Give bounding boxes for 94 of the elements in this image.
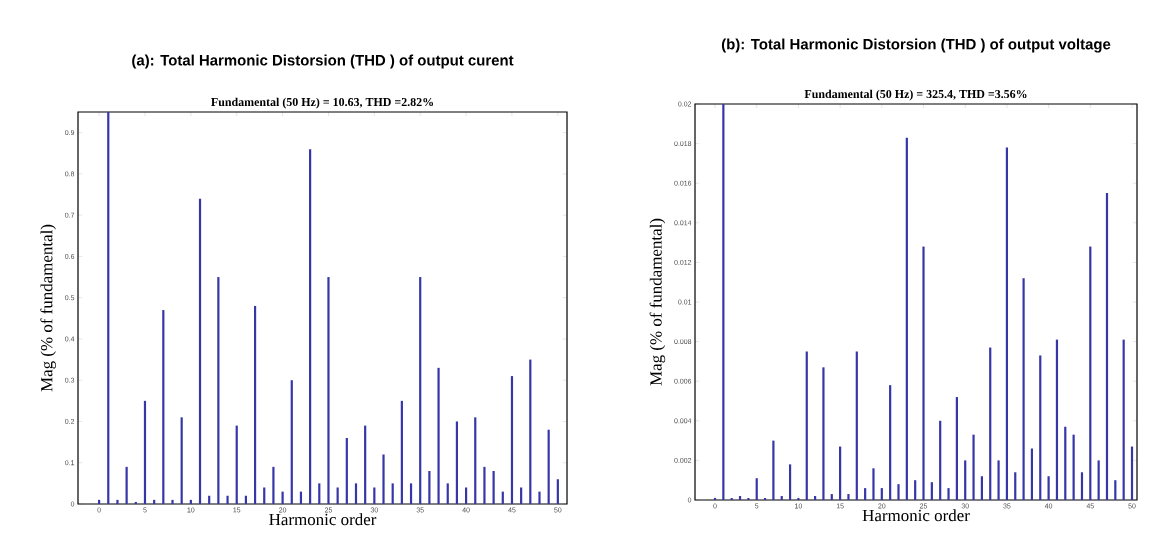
bar [872, 468, 875, 500]
bar [889, 385, 892, 500]
bar [989, 347, 992, 500]
bar [1072, 434, 1075, 500]
x-axis-title: Harmonic order [862, 509, 970, 522]
bar [180, 417, 183, 504]
bar [947, 488, 950, 500]
bar [520, 487, 523, 504]
bar [162, 310, 165, 504]
chart-subtitle: Fundamental (50 Hz) = 325.4, THD =3.56% [804, 89, 1027, 101]
bar [107, 112, 110, 504]
bar [419, 277, 422, 504]
bar [822, 367, 825, 500]
bar [1022, 278, 1025, 500]
bar [217, 277, 220, 504]
bar [1122, 339, 1125, 500]
bar [1064, 426, 1067, 500]
bar [529, 359, 532, 504]
bar [556, 479, 559, 504]
bar [336, 487, 339, 504]
y-axis-title: Mag (% of fundamental) [649, 218, 666, 386]
bar [446, 483, 449, 504]
bar [905, 137, 908, 500]
bar [830, 494, 833, 500]
bar [483, 466, 486, 504]
bar [847, 494, 850, 500]
bar [125, 466, 128, 504]
y-axis-title: Mag (% of fundamental) [40, 224, 56, 392]
chart-subtitle: Fundamental (50 Hz) = 10.63, THD =2.82% [211, 97, 433, 109]
bar [474, 417, 477, 504]
bar [464, 487, 468, 504]
bar [922, 246, 925, 500]
bar [373, 487, 376, 504]
bar [805, 351, 808, 500]
bar [171, 499, 174, 504]
bar [263, 487, 266, 504]
bar [253, 305, 257, 504]
bar [272, 466, 275, 504]
bar [930, 482, 933, 500]
bar [455, 421, 459, 504]
bar [980, 476, 983, 500]
bar [897, 484, 900, 500]
bar [226, 495, 229, 504]
bar [1047, 476, 1050, 500]
bar [1005, 147, 1009, 500]
chart-title: (b): Total Harmonic Distorsion (THD ) of output voltage [721, 38, 1111, 53]
bar [1105, 193, 1109, 500]
bar [391, 483, 394, 504]
bar [538, 491, 541, 504]
bar [855, 351, 858, 500]
bar [772, 440, 775, 500]
bar [1080, 472, 1084, 500]
bar [864, 488, 867, 500]
bar [143, 400, 147, 504]
bar [364, 425, 367, 504]
bar [428, 470, 431, 504]
bar [354, 483, 358, 504]
bar [437, 367, 440, 504]
chart-title: (a): Total Harmonic Distorsion (THD ) of output curent [132, 54, 514, 69]
bar [880, 488, 883, 500]
bar [327, 277, 330, 504]
bar [839, 446, 842, 500]
bar [997, 460, 1000, 500]
bar [409, 483, 413, 504]
bar [116, 499, 119, 504]
bar [1130, 446, 1134, 500]
bar [1055, 339, 1059, 500]
bar [198, 198, 202, 504]
bar [235, 425, 238, 504]
bar [755, 478, 758, 500]
bar [345, 437, 348, 504]
x-axis-title: Harmonic order [269, 513, 377, 526]
bar [290, 380, 293, 504]
bar [1039, 355, 1042, 500]
bar [939, 420, 942, 500]
bar [964, 460, 967, 500]
bar [1097, 460, 1100, 500]
bar [318, 483, 321, 504]
bar [722, 104, 725, 500]
bar [382, 454, 385, 504]
bar [1014, 472, 1017, 500]
bar [547, 429, 550, 504]
bar [309, 149, 312, 504]
bar [400, 400, 403, 504]
bar [1030, 448, 1034, 500]
bar [492, 470, 495, 504]
bar [1089, 246, 1092, 500]
bar [955, 397, 958, 500]
bar [281, 491, 284, 504]
bar [510, 376, 514, 504]
bar [788, 464, 792, 500]
bar [972, 434, 975, 500]
bar [914, 480, 917, 500]
bar [1114, 480, 1117, 500]
